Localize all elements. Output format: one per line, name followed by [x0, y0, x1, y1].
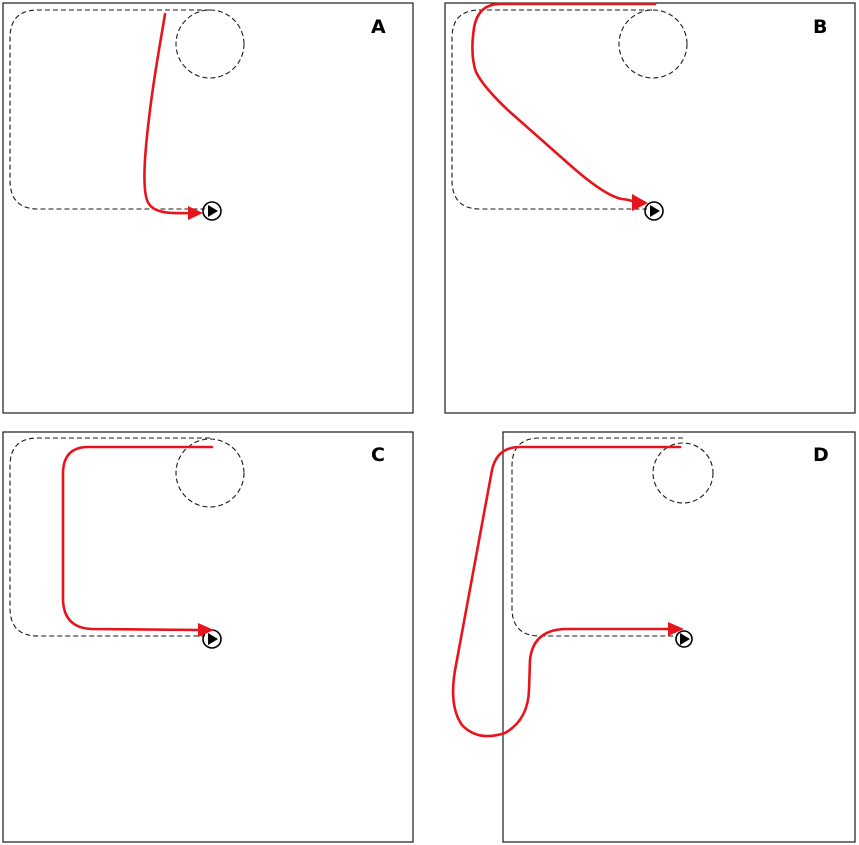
panel-d-trajectory [451, 445, 682, 738]
panel-a-reference-route [9, 9, 210, 210]
panel-b-trajectory [471, 2, 657, 204]
panel-a-label: A [371, 16, 386, 38]
panel-c: C [2, 431, 414, 843]
panel-d-reference-route [511, 437, 683, 637]
panel-b-goal-arrowhead [650, 205, 660, 217]
panel-d-goal-arrowhead [680, 633, 690, 645]
panel-b-trajectory-arrowhead [632, 194, 648, 211]
panel-a-trajectory-arrowhead [188, 206, 203, 220]
panel-c-label: C [371, 444, 385, 466]
panel-d-label: D [813, 444, 829, 466]
panel-c-trajectory-arrowhead [198, 623, 214, 637]
panel-a-reference-loop [175, 9, 245, 79]
panel-b-label: B [813, 16, 827, 38]
panel-c-goal-arrowhead [208, 633, 218, 645]
panel-d-reference-loop [652, 442, 714, 504]
panel-a-goal-marker [202, 201, 222, 221]
panel-a-trajectory [143, 12, 192, 215]
panel-d: D [451, 431, 856, 843]
panel-d-trajectory-arrowhead [668, 622, 684, 636]
panel-a-goal-arrowhead [208, 205, 218, 217]
panel-b-reference-route [451, 9, 652, 210]
panel-b: B [444, 2, 856, 414]
panel-a: A [2, 2, 414, 414]
panel-b-goal-marker [644, 201, 664, 221]
panel-d-goal-marker [675, 630, 693, 648]
panel-d-frame [502, 431, 856, 843]
panel-c-reference-route [9, 437, 210, 637]
panel-b-reference-loop [618, 9, 688, 79]
panel-c-trajectory [61, 445, 214, 632]
panel-c-reference-loop [175, 438, 245, 508]
